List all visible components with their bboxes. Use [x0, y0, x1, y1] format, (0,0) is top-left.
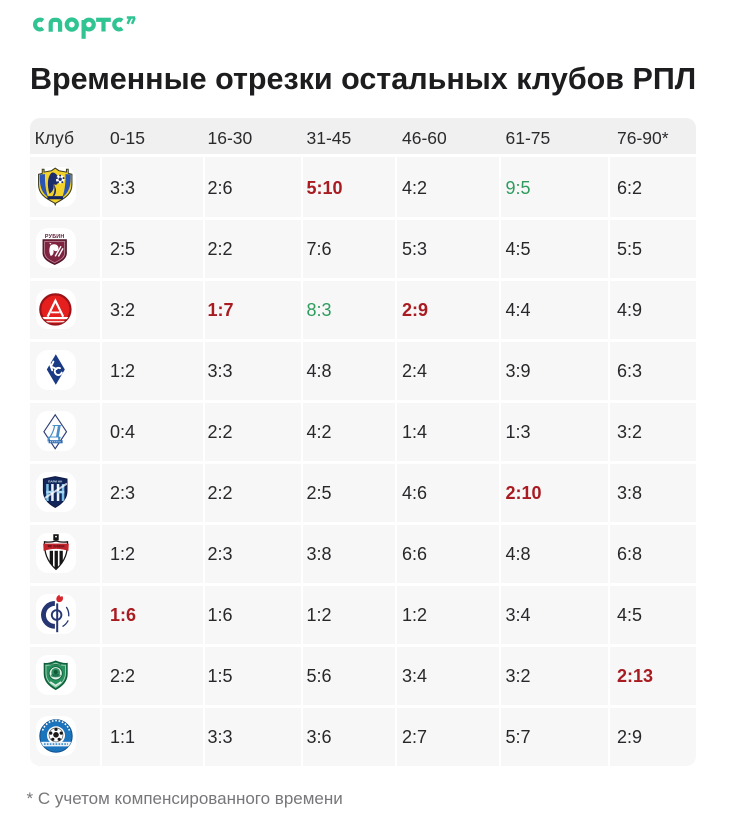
svg-text:Д: Д	[46, 421, 62, 442]
svg-text:ПАРИ НН: ПАРИ НН	[48, 479, 63, 483]
svg-text:РУБИН: РУБИН	[44, 234, 64, 240]
svg-text:ФК ХИМКИ: ФК ХИМКИ	[47, 544, 65, 548]
